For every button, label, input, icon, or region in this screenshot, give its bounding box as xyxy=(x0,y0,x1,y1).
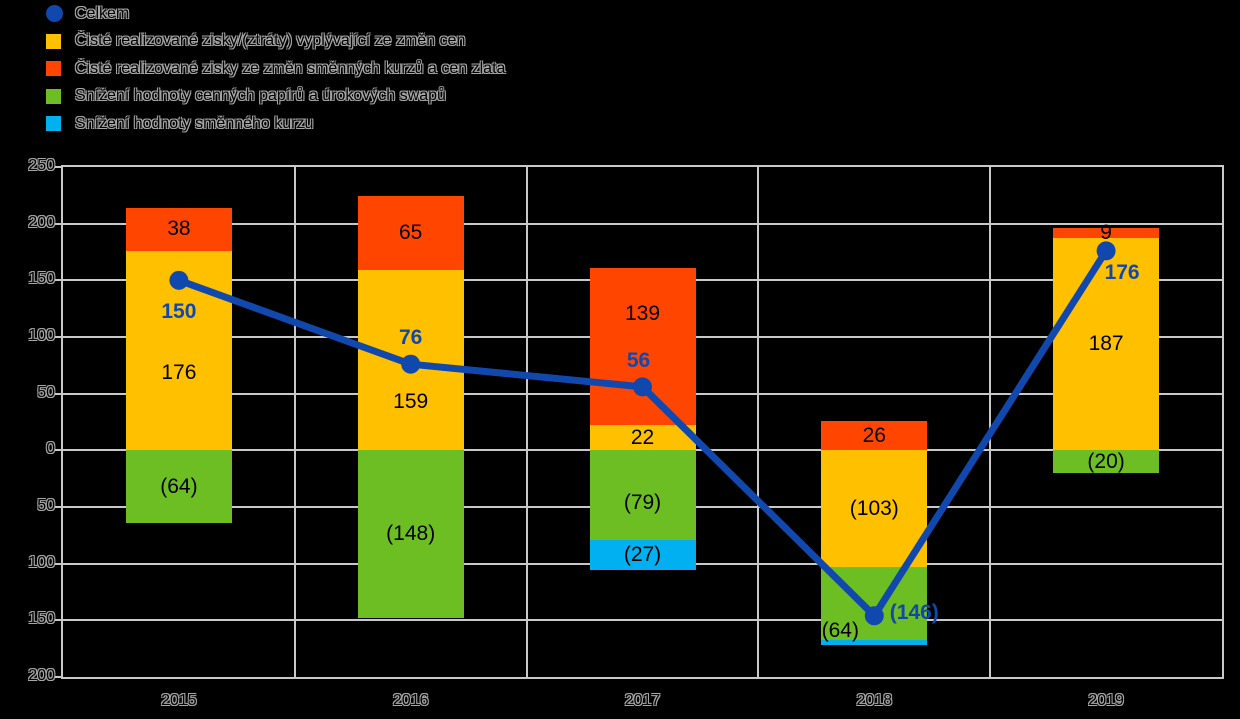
bar-segment xyxy=(589,267,696,426)
bar-value-label: 22 xyxy=(630,425,655,449)
x-axis-label: 2018 xyxy=(856,692,893,709)
y-axis-tick-mark xyxy=(55,676,62,678)
bar-value-label: 26 xyxy=(862,423,886,447)
y-axis-tick-label: 150 xyxy=(28,270,55,288)
legend-square-marker-icon xyxy=(46,33,61,49)
gridline-vertical xyxy=(293,167,296,677)
bar-value-label: (64) xyxy=(821,619,859,643)
bar-segment xyxy=(125,450,232,523)
bar-segment xyxy=(589,450,696,540)
bar-value-label: 38 xyxy=(167,217,191,241)
bar-segment xyxy=(821,450,928,568)
bar-value-label: 9 xyxy=(1100,221,1112,245)
gridline-vertical xyxy=(757,167,760,677)
y-axis-tick-mark xyxy=(55,506,62,508)
legend-square-marker-icon xyxy=(46,116,61,132)
bar-value-label: 187 xyxy=(1088,332,1124,356)
plot-area xyxy=(61,165,1224,679)
bar-segment xyxy=(1053,238,1160,451)
legend-item: Snížení hodnoty směnného kurzu xyxy=(46,110,505,138)
legend-label: Celkem xyxy=(75,4,130,22)
y-axis-tick-label: 50 xyxy=(37,497,55,514)
x-axis-label: 2016 xyxy=(392,692,429,709)
y-axis-tick-label: 200 xyxy=(28,667,55,684)
bar-segment xyxy=(821,420,928,451)
y-axis-tick-label: 150 xyxy=(28,610,55,628)
legend-item: Snížení hodnoty cenných papírů a úrokový… xyxy=(46,83,505,111)
y-axis-tick-mark xyxy=(55,166,62,168)
legend-circle-marker-icon xyxy=(46,5,63,23)
legend-label: Čisté realizované zisky ze změn směnných… xyxy=(75,59,506,77)
gridline-vertical xyxy=(525,167,528,677)
y-axis-tick-label: 250 xyxy=(28,157,55,174)
bar-segment xyxy=(357,450,464,619)
legend-label: Čisté realizované zisky/(ztráty) vyplýva… xyxy=(75,32,466,50)
bar-segment xyxy=(125,207,232,251)
legend-item: Čisté realizované zisky/(ztráty) vyplýva… xyxy=(46,28,505,56)
bar-value-label: (79) xyxy=(623,491,662,515)
bar-value-label: 139 xyxy=(624,301,661,325)
legend-item: Celkem xyxy=(46,0,505,28)
bar-segment xyxy=(821,639,928,646)
bar-value-label: 159 xyxy=(393,390,429,414)
total-value-label: 150 xyxy=(161,300,197,324)
y-axis-tick-label: 0 xyxy=(46,440,55,458)
line-marker xyxy=(633,377,652,397)
gridline-horizontal xyxy=(63,222,1222,225)
bar-value-label: 65 xyxy=(399,221,423,245)
bar-value-label: (64) xyxy=(160,474,198,498)
line-marker xyxy=(401,354,421,374)
line-marker xyxy=(864,606,884,626)
y-axis-tick-mark xyxy=(55,449,62,452)
y-axis-tick-mark xyxy=(55,336,62,338)
bar-value-label: (148) xyxy=(386,522,436,546)
bar-value-label: (27) xyxy=(623,543,662,567)
line-marker xyxy=(169,270,189,290)
gridline-horizontal xyxy=(63,619,1222,622)
x-axis-label: 2019 xyxy=(1088,692,1124,709)
y-axis-tick-label: 100 xyxy=(28,553,55,571)
line-marker xyxy=(1096,241,1116,261)
bar-segment xyxy=(589,539,696,571)
legend-item: Čisté realizované zisky ze změn směnných… xyxy=(46,55,505,83)
total-value-label: 76 xyxy=(399,326,423,350)
bar-segment xyxy=(357,196,464,271)
total-value-label: (146) xyxy=(889,600,939,624)
total-value-label: 56 xyxy=(626,348,651,372)
y-axis-tick-mark xyxy=(55,619,62,622)
bar-segment xyxy=(589,425,696,451)
bar-value-label: (20) xyxy=(1087,449,1125,473)
total-line-series xyxy=(169,241,1116,626)
bar-segment xyxy=(1053,228,1160,239)
bar-value-label: 176 xyxy=(161,360,197,384)
total-value-label: 176 xyxy=(1104,260,1140,284)
legend-square-marker-icon xyxy=(46,61,61,77)
bar-segment xyxy=(1053,450,1160,473)
legend: Celkem Čisté realizované zisky/(ztráty) v… xyxy=(46,0,505,138)
y-axis-tick-label: 200 xyxy=(28,213,55,231)
gridline-vertical xyxy=(989,167,992,677)
x-axis-label: 2015 xyxy=(161,692,197,709)
y-axis-tick-mark xyxy=(55,562,62,565)
legend-label: Snížení hodnoty směnného kurzu xyxy=(75,114,314,132)
y-axis-tick-label: 100 xyxy=(28,327,55,344)
y-axis-tick-label: 50 xyxy=(37,383,55,401)
x-axis-label: 2017 xyxy=(624,692,661,709)
y-axis-tick-mark xyxy=(55,222,62,225)
legend-square-marker-icon xyxy=(46,88,61,104)
y-axis-tick-mark xyxy=(55,392,62,395)
legend-label: Snížení hodnoty cenných papírů a úrokový… xyxy=(75,87,446,105)
y-axis-tick-mark xyxy=(55,279,62,282)
bar-value-label: (103) xyxy=(849,496,899,520)
